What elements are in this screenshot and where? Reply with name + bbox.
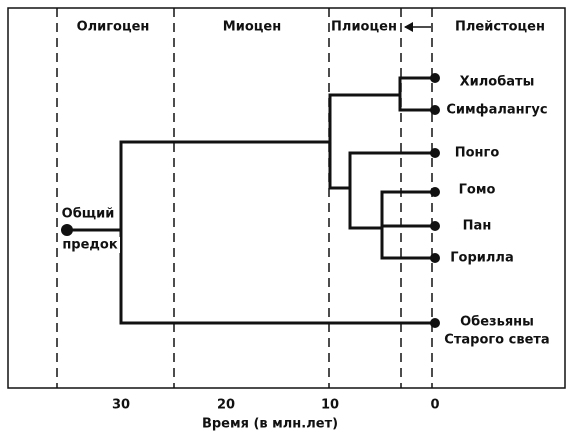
axis-title: Время (в млн.лет) — [202, 417, 338, 432]
root-label: Общий — [62, 207, 115, 222]
axis-tick-label: 30 — [112, 398, 130, 413]
taxon-label: Хилобаты — [460, 75, 535, 90]
label-bg — [58, 237, 120, 253]
taxon-label: Обезьяны — [460, 315, 534, 330]
taxon-label: Гомо — [459, 183, 496, 198]
leaf-node — [430, 221, 440, 231]
leaf-node — [430, 253, 440, 263]
epoch-label: Миоцен — [223, 20, 281, 35]
root-node — [61, 224, 73, 236]
taxon-label: Симфалангус — [446, 103, 547, 118]
leaf-node — [430, 187, 440, 197]
leaf-node — [430, 73, 440, 83]
epoch-boundaries — [56, 8, 433, 388]
taxon-label: Старого света — [444, 333, 549, 348]
epoch-label: Олигоцен — [77, 20, 150, 35]
leaf-node — [430, 318, 440, 328]
label-bg — [58, 205, 118, 221]
taxon-label: Пан — [463, 219, 492, 234]
root-label: предок — [62, 238, 118, 253]
taxon-label: Горилла — [450, 251, 513, 266]
tree — [61, 73, 440, 328]
epoch-label: Плиоцен — [331, 20, 397, 35]
epoch-arrow — [404, 22, 431, 32]
branches — [65, 76, 437, 325]
axis-tick-label: 0 — [430, 398, 439, 413]
leaf-node — [430, 105, 440, 115]
axis-tick-label: 20 — [217, 398, 235, 413]
taxon-label: Понго — [455, 146, 500, 161]
frame — [7, 7, 566, 389]
axis-tick-label: 10 — [321, 398, 339, 413]
epoch-label: Плейстоцен — [455, 20, 545, 35]
leaf-node — [430, 148, 440, 158]
